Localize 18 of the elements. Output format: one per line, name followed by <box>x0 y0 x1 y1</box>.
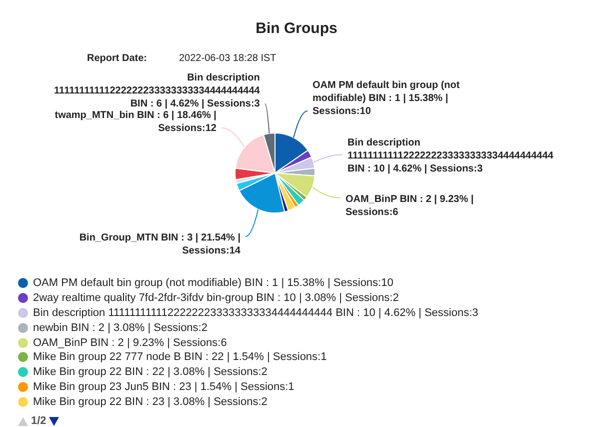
data-label: OAM_BinP BIN : 2 | 9.23% | Sessions:6 <box>345 194 474 218</box>
data-label: Bin description 11111111111222222233333333334444444444 BIN : 10 | 4.62% | Sessions:3 <box>348 138 554 175</box>
chart-title: Bin Groups <box>254 19 338 37</box>
text: 2022-06-03 18:28 IST <box>179 53 276 64</box>
legend-label: Mike Bin group 22 BIN : 22 | 3.08% | Sessions:2 <box>33 366 268 378</box>
legend-label: Mike Bin group 23 Jun5 BIN : 23 | 1.54% | Sessions:1 <box>33 380 294 393</box>
legend-label: Mike Bin group 22 BIN : 23 | 3.08% | Sessions:2 <box>33 396 268 408</box>
legend-label: OAM_BinP BIN : 2 | 9.23% | Sessions:6 <box>33 336 227 349</box>
data-label: Bin_Group_MTN BIN : 3 | 21.54% | Sessions:14 <box>79 232 241 256</box>
legend-label: OAM PM default bin group (not modifiable) BIN : 1 | 15.38% | Sessions:10 <box>33 277 394 290</box>
text: 1/2 <box>31 415 46 427</box>
legend-label: Bin description 11111111111222222233333333334444444444 BIN : 10 | 4.62% | Sessions:3 <box>33 306 478 319</box>
text: Report Date: <box>87 53 148 64</box>
legend-label: newbin BIN : 2 | 3.08% | Sessions:2 <box>33 322 208 334</box>
legend-label: Mike Bin group 22 777 node B BIN : 22 | 1.54% | Sessions:1 <box>33 351 327 364</box>
legend-label: 2way realtime quality 7fd-2fdr-3ifdv bin-group BIN : 10 | 3.08% | Sessions:2 <box>33 292 399 304</box>
data-label: twamp_MTN_bin BIN : 6 | 18.46% | Sessions:12 <box>54 110 217 134</box>
data-label: OAM PM default bin group (not modifiable) BIN : 1 | 15.38% | Sessions:10 <box>312 80 460 118</box>
